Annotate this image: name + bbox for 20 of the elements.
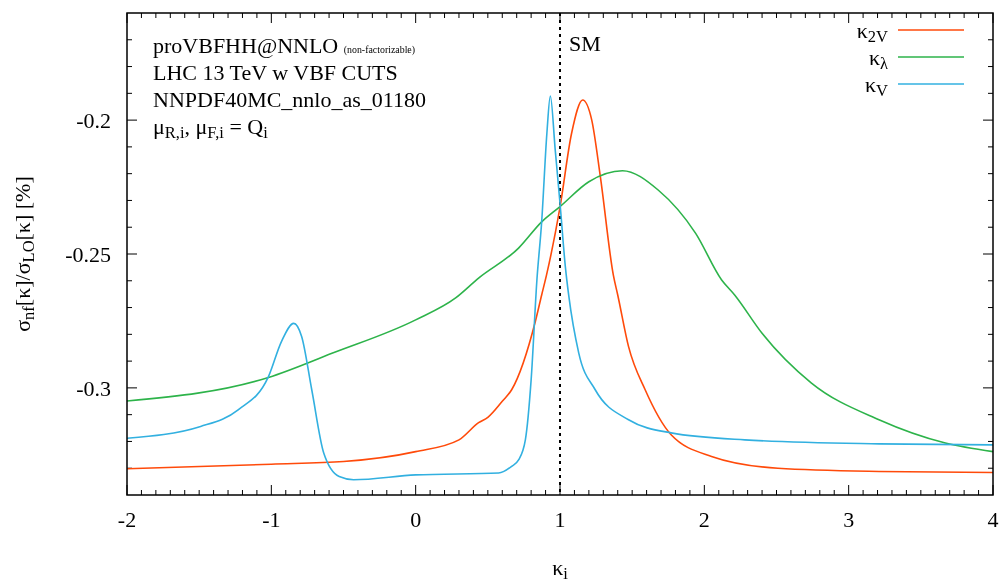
legend-label: κ$_{V}$ xyxy=(864,72,889,101)
annotation: proVBFHH@NNLO (non-factorizable) xyxy=(153,33,416,58)
x-tick-label: 1 xyxy=(554,507,566,532)
x-tick-label: 3 xyxy=(843,507,855,532)
ref-line-label: SM xyxy=(569,31,601,56)
x-tick-label: 4 xyxy=(987,507,999,532)
y-tick-label: -0.25 xyxy=(65,241,111,267)
y-tick-label: -0.3 xyxy=(76,375,111,401)
legend-label: κ$_{λ}$ xyxy=(868,45,888,74)
legend-label: κ$_{2V}$ xyxy=(856,18,889,47)
annotation: NNPDF40MC_nnlo_as_01180 xyxy=(153,87,426,112)
y-tick-label: -0.2 xyxy=(76,107,111,133)
line-series xyxy=(127,169,993,453)
annotation: μ$_{R,i}$, μ$_{F,i}$ = Q$_{i}$ xyxy=(153,114,269,143)
x-tick-label: 0 xyxy=(410,507,422,532)
annotation: LHC 13 TeV w VBF CUTS xyxy=(153,60,398,85)
x-tick-label: -1 xyxy=(262,507,281,532)
x-tick-label: -2 xyxy=(117,507,137,532)
x-tick-label: 2 xyxy=(698,507,710,532)
x-axis-title: κ$_{i}$ xyxy=(552,555,569,581)
